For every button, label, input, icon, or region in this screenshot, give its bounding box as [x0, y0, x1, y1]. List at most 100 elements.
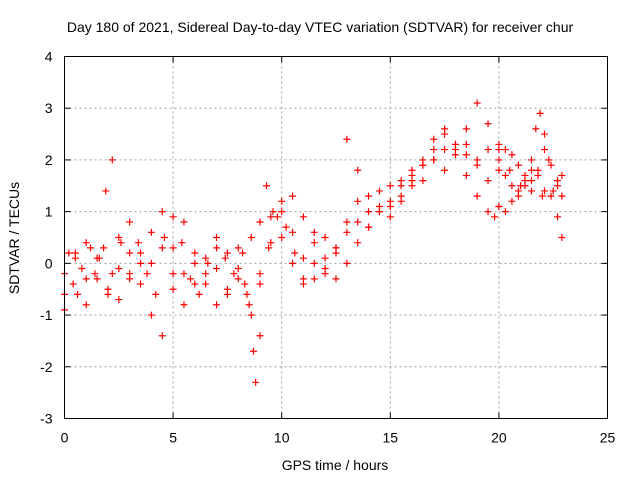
plus-marker [65, 249, 73, 257]
plus-marker [289, 228, 297, 236]
x-tick-label: 10 [274, 430, 290, 446]
plus-marker [484, 146, 492, 154]
plus-marker [234, 244, 242, 252]
plus-marker [310, 228, 318, 236]
plus-marker [256, 270, 264, 278]
plus-marker [514, 161, 522, 169]
plus-marker [538, 192, 546, 200]
plus-marker [202, 270, 210, 278]
plus-marker [558, 171, 566, 179]
y-tick-label: -3 [40, 411, 53, 427]
plus-marker [158, 244, 166, 252]
plus-marker [558, 234, 566, 241]
plus-marker [527, 156, 535, 164]
plus-marker [267, 239, 275, 247]
plus-marker [252, 378, 260, 386]
plus-marker [541, 187, 549, 195]
x-tick-label: 15 [383, 430, 399, 446]
plus-marker [256, 332, 264, 340]
plus-marker [115, 296, 123, 304]
plus-marker [484, 177, 492, 185]
plus-marker [195, 290, 203, 298]
plus-marker [354, 218, 362, 226]
plus-marker [169, 270, 177, 278]
plus-marker [126, 218, 134, 226]
plus-marker [386, 182, 394, 190]
plus-marker [441, 146, 449, 154]
plus-marker [213, 265, 221, 273]
series-track-1 [61, 125, 499, 386]
plus-marker [365, 192, 373, 200]
plus-marker [462, 171, 470, 179]
plus-marker [527, 187, 535, 195]
plus-marker [108, 270, 116, 278]
plus-marker [441, 166, 449, 174]
plus-marker [514, 192, 522, 200]
plus-marker [169, 213, 177, 221]
plus-marker [191, 280, 199, 288]
plus-marker [137, 259, 145, 267]
plus-marker [91, 270, 99, 278]
plus-marker [158, 208, 166, 216]
plus-marker [484, 120, 492, 128]
plus-marker [278, 208, 286, 216]
plus-marker [332, 275, 340, 283]
plus-marker [191, 259, 199, 267]
plus-marker [310, 239, 318, 247]
plus-marker [278, 197, 286, 205]
plus-marker [126, 249, 134, 257]
plus-marker [115, 234, 123, 241]
plus-marker [527, 177, 535, 185]
plus-marker [267, 213, 275, 221]
plus-marker [69, 280, 77, 288]
y-tick-label: -2 [40, 359, 53, 375]
series-track-3 [65, 99, 503, 309]
plus-marker [547, 192, 555, 200]
plus-marker [152, 290, 160, 298]
plus-marker [241, 280, 249, 288]
plus-marker [491, 213, 499, 221]
plus-marker [137, 280, 145, 288]
plus-marker [430, 135, 438, 143]
plus-marker [100, 244, 108, 252]
plus-marker [299, 280, 307, 288]
plus-marker [160, 234, 168, 241]
plus-marker [256, 280, 264, 288]
plus-marker [239, 249, 247, 257]
plus-marker [495, 166, 503, 174]
plus-marker [430, 146, 438, 154]
plus-marker [202, 254, 210, 262]
plus-marker [82, 275, 90, 283]
plus-marker [234, 275, 242, 283]
plus-marker [291, 249, 299, 257]
plus-marker [299, 254, 307, 262]
y-tick-label: 3 [45, 100, 53, 116]
plus-marker [180, 270, 188, 278]
data-markers [61, 99, 566, 386]
y-tick-label: -1 [40, 307, 53, 323]
plus-marker [102, 187, 110, 195]
plus-marker [386, 197, 394, 205]
plus-marker [134, 239, 142, 247]
series-track-4 [61, 130, 546, 340]
plus-marker [158, 332, 166, 340]
plus-marker [549, 187, 557, 195]
plus-marker [321, 265, 329, 273]
plus-marker [386, 213, 394, 221]
plus-marker [269, 208, 277, 216]
plus-marker [462, 125, 470, 133]
plus-marker [234, 265, 242, 273]
y-tick-label: 1 [45, 204, 53, 220]
plus-marker [397, 182, 405, 190]
plus-marker [375, 208, 383, 216]
plus-marker [289, 192, 297, 200]
plus-marker [508, 151, 516, 159]
plus-marker [408, 171, 416, 179]
x-tick-label: 0 [61, 430, 69, 446]
plus-marker [541, 130, 549, 138]
plus-marker [541, 146, 549, 154]
grid [64, 56, 608, 419]
plus-marker [178, 239, 186, 247]
chart-title: Day 180 of 2021, Sidereal Day-to-day VTE… [67, 19, 574, 35]
plus-marker [501, 146, 509, 154]
